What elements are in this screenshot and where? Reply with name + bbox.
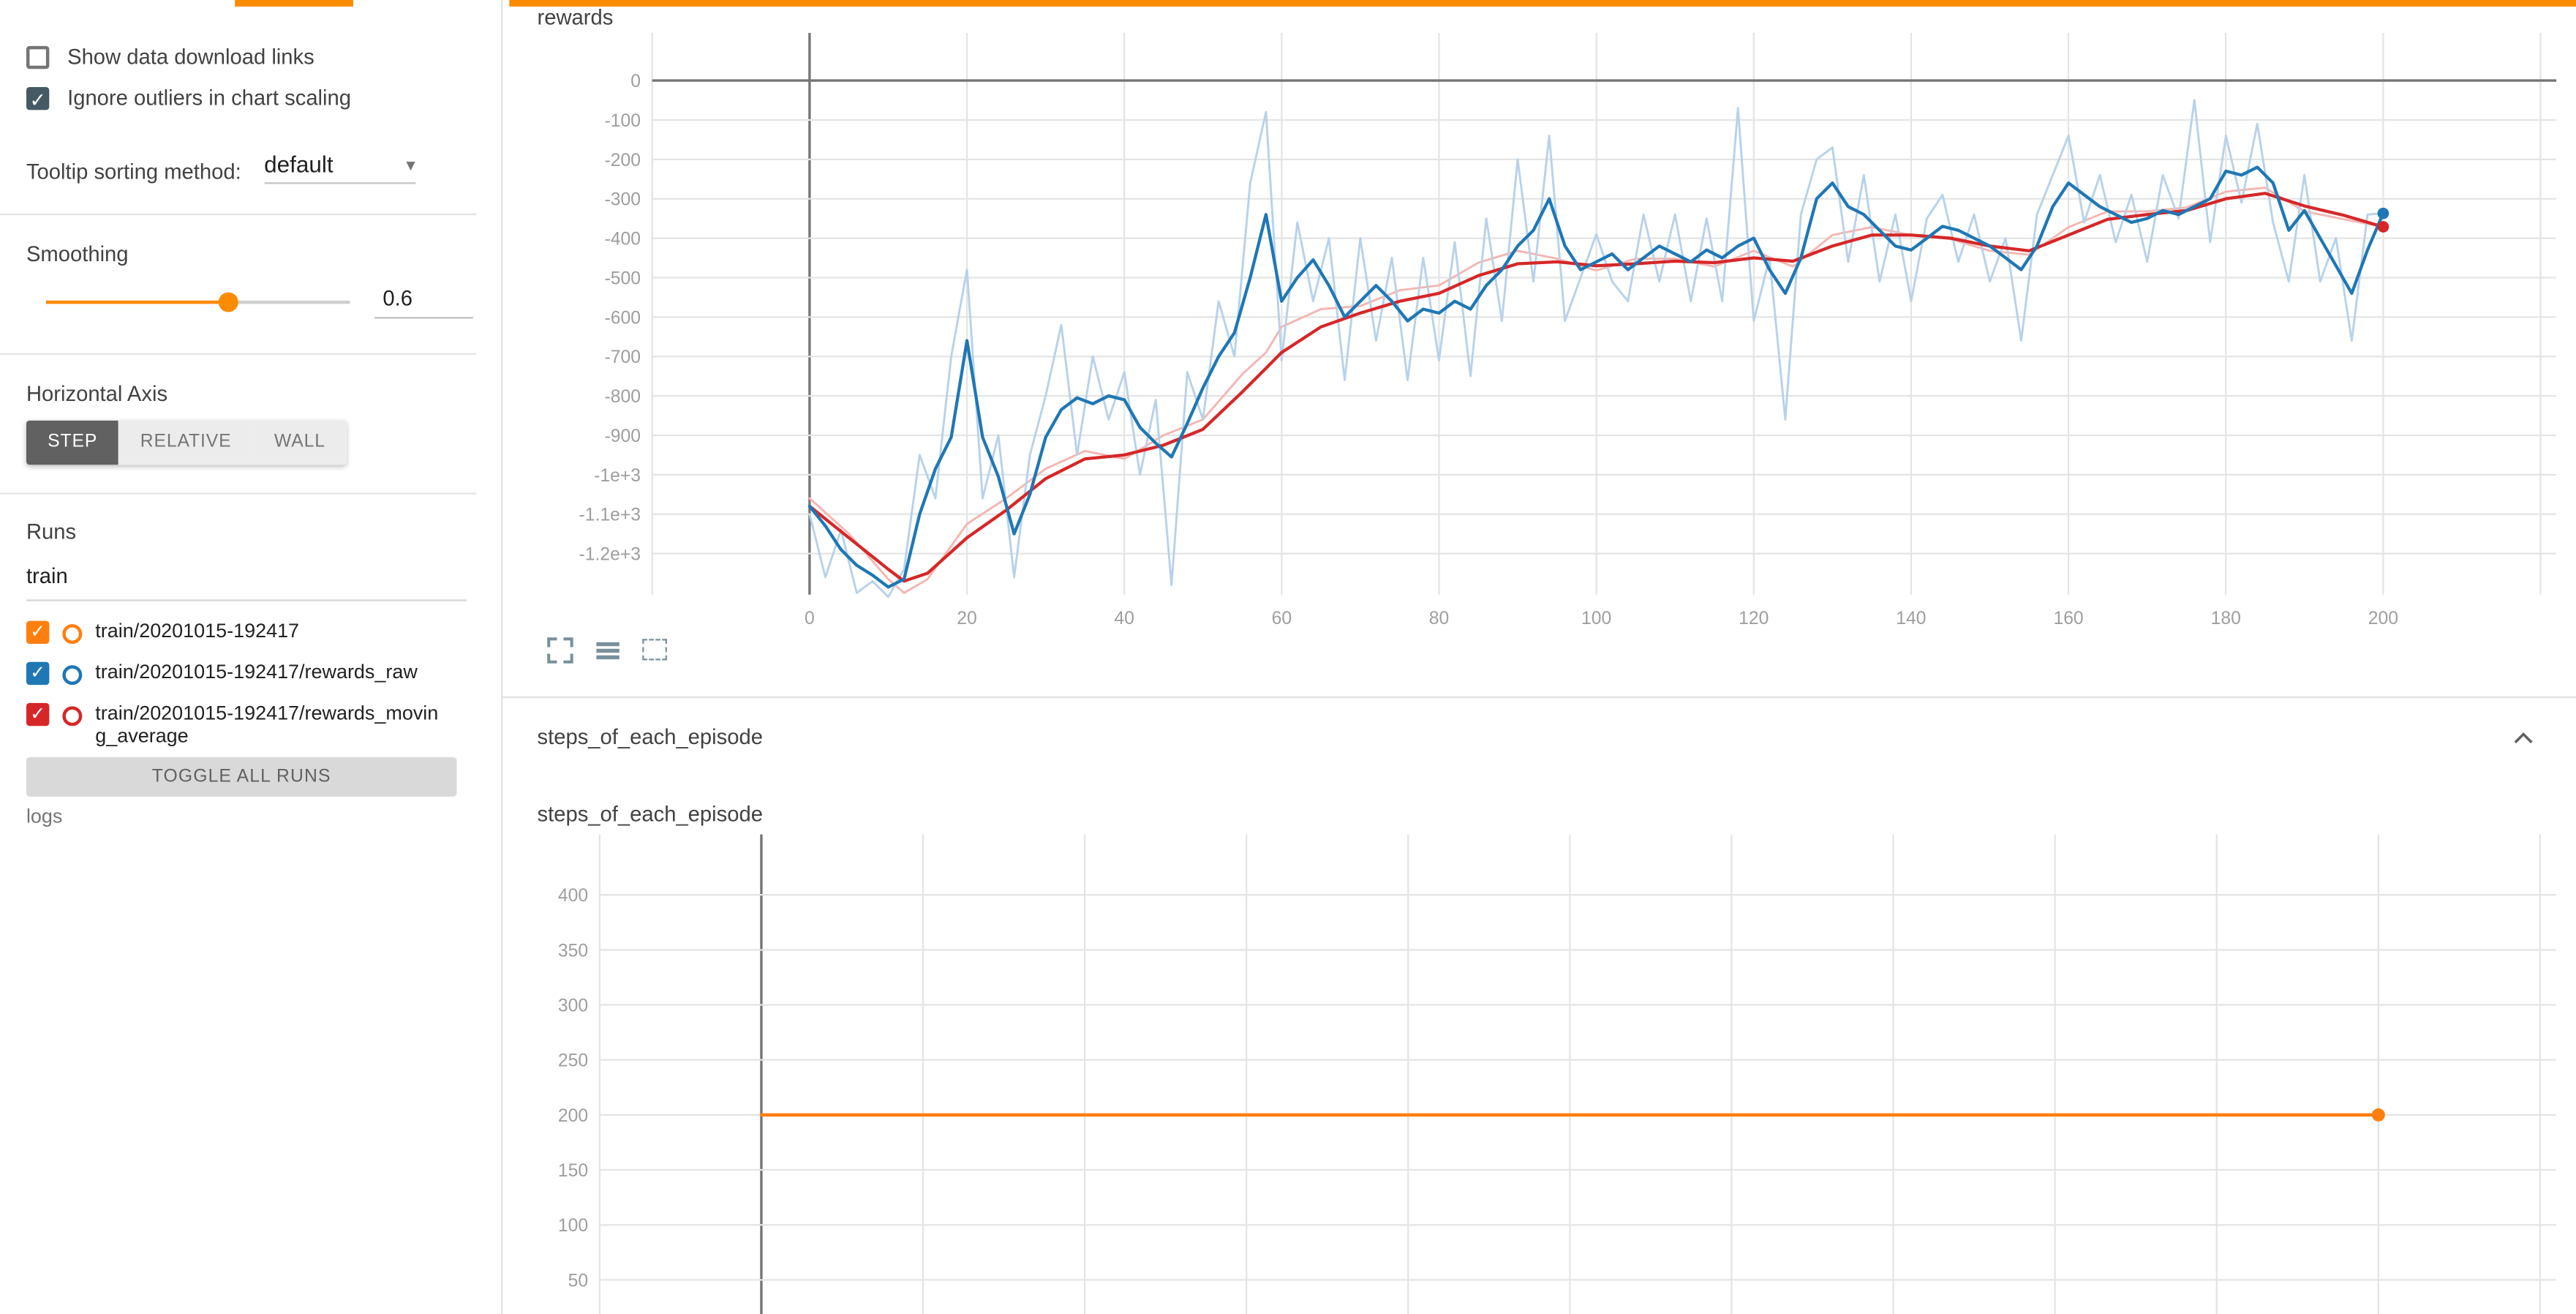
checkbox-checked-icon[interactable]: ✓: [26, 86, 50, 110]
svg-text:-600: -600: [605, 308, 641, 328]
section-header-steps: steps_of_each_episode: [537, 724, 763, 749]
slider-thumb[interactable]: [218, 292, 238, 312]
svg-text:200: 200: [558, 1106, 588, 1126]
toggle-all-runs-button[interactable]: TOGGLE ALL RUNS: [26, 757, 457, 797]
collapse-section-icon[interactable]: [2510, 726, 2537, 760]
fit-domain-icon[interactable]: [639, 634, 671, 666]
svg-text:300: 300: [558, 996, 588, 1015]
chart-toolbar: [543, 634, 670, 666]
svg-text:150: 150: [558, 1161, 588, 1181]
chevron-down-icon: ▾: [406, 155, 415, 176]
header-accent-bar: [509, 0, 2576, 7]
checkbox-label: Ignore outliers in chart scaling: [67, 85, 352, 110]
axis-option-relative[interactable]: RELATIVE: [118, 420, 253, 465]
svg-text:-1e+3: -1e+3: [594, 466, 641, 486]
svg-text:-900: -900: [605, 427, 641, 446]
svg-text:-500: -500: [605, 269, 641, 288]
steps-chart[interactable]: 400 350 300 250 200 150 100 50: [509, 834, 2572, 1314]
run-checkbox[interactable]: ✓: [26, 620, 50, 645]
run-checkbox[interactable]: ✓: [26, 702, 50, 727]
smoothing-slider[interactable]: [45, 292, 350, 312]
svg-text:350: 350: [558, 941, 588, 961]
ignore-outliers-checkbox[interactable]: ✓ Ignore outliers in chart scaling: [26, 86, 351, 110]
svg-text:0: 0: [805, 609, 815, 628]
svg-text:120: 120: [1739, 609, 1769, 628]
run-radio-icon[interactable]: [62, 665, 83, 686]
run-checkbox[interactable]: ✓: [26, 661, 50, 686]
run-radio-icon[interactable]: [62, 624, 83, 645]
show-download-links-checkbox[interactable]: Show data download links: [26, 44, 315, 70]
tooltip-sorting-label: Tooltip sorting method:: [26, 159, 241, 184]
svg-text:100: 100: [1581, 609, 1611, 628]
logs-footer-text: logs: [26, 805, 63, 828]
run-radio-icon[interactable]: [62, 706, 83, 727]
chart-title-rewards: rewards: [537, 4, 614, 30]
run-label: train/20201015-192417/rewards_moving_ave…: [95, 701, 439, 748]
checkbox-label: Show data download links: [67, 44, 315, 70]
horizontal-axis-label: Horizontal Axis: [26, 380, 168, 406]
run-row[interactable]: ✓ train/20201015-192417/rewards_raw: [26, 660, 444, 686]
svg-text:20: 20: [957, 609, 976, 628]
smoothing-label: Smoothing: [26, 241, 129, 266]
divider: [0, 353, 477, 355]
run-filter-input[interactable]: [26, 563, 467, 601]
smoothing-value-input[interactable]: [374, 285, 473, 319]
sidebar: Show data download links ✓ Ignore outlie…: [0, 0, 503, 1314]
svg-text:-400: -400: [605, 230, 641, 249]
svg-text:-1.1e+3: -1.1e+3: [579, 506, 641, 525]
tooltip-sorting-row: Tooltip sorting method: default ▾: [26, 151, 415, 184]
divider: [0, 492, 477, 495]
svg-text:-100: -100: [605, 111, 641, 131]
chart-title-steps: steps_of_each_episode: [537, 801, 763, 827]
divider: [0, 213, 477, 216]
svg-text:60: 60: [1272, 609, 1292, 628]
tooltip-sorting-dropdown[interactable]: default ▾: [264, 151, 415, 184]
svg-text:200: 200: [2368, 609, 2398, 628]
svg-text:40: 40: [1114, 609, 1134, 628]
axis-option-step[interactable]: STEP: [26, 420, 119, 465]
horizontal-axis-toggle-group: STEP RELATIVE WALL: [26, 420, 347, 465]
rewards-chart[interactable]: 0 -100 -200 -300 -400 -500 -600 -700 -800 -900 -1e…: [509, 32, 2572, 641]
svg-text:100: 100: [558, 1216, 588, 1236]
svg-text:50: 50: [568, 1271, 588, 1291]
svg-text:0: 0: [630, 72, 641, 91]
run-row[interactable]: ✓ train/20201015-192417/rewards_moving_a…: [26, 702, 444, 748]
run-label: train/20201015-192417/rewards_raw: [95, 660, 418, 683]
fullscreen-icon[interactable]: [543, 634, 575, 666]
svg-text:250: 250: [558, 1051, 588, 1071]
dropdown-value: default: [264, 151, 334, 178]
svg-text:400: 400: [558, 886, 588, 906]
dashed-box-icon: [642, 639, 667, 661]
svg-text:-1.2e+3: -1.2e+3: [579, 545, 641, 565]
run-row[interactable]: ✓ train/20201015-192417: [26, 619, 444, 645]
svg-text:140: 140: [1896, 609, 1926, 628]
svg-text:-200: -200: [605, 151, 641, 170]
svg-text:-700: -700: [605, 348, 641, 367]
run-label: train/20201015-192417: [95, 619, 300, 642]
svg-text:180: 180: [2211, 609, 2241, 628]
section-divider: [502, 696, 2576, 699]
svg-text:-300: -300: [605, 190, 641, 210]
svg-text:160: 160: [2053, 609, 2083, 628]
axis-option-wall[interactable]: WALL: [252, 420, 347, 465]
active-tab-underline: [235, 0, 353, 7]
slider-fill: [45, 300, 229, 304]
svg-text:80: 80: [1429, 609, 1449, 628]
checkbox-unchecked-icon[interactable]: [26, 45, 50, 69]
data-table-icon[interactable]: [592, 634, 623, 666]
svg-text:-800: -800: [605, 387, 641, 407]
runs-label: Runs: [26, 519, 77, 544]
